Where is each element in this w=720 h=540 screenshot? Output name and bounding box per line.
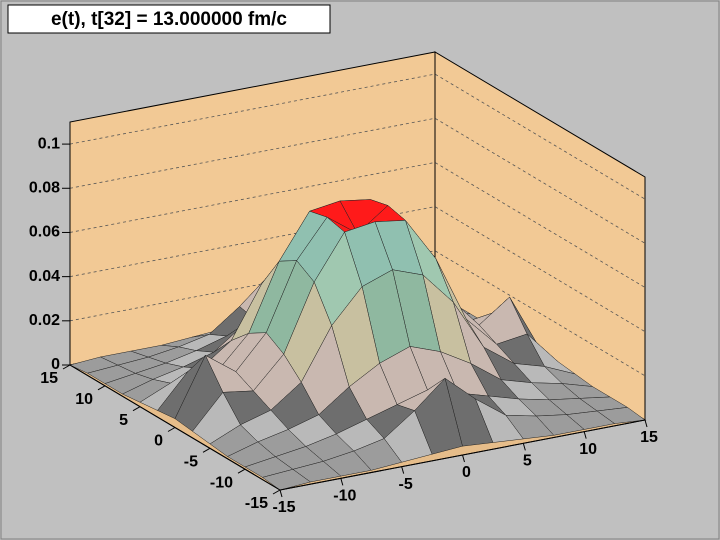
z-tick-label: 0 (51, 356, 60, 373)
y-tick (272, 489, 281, 495)
x-tick (340, 478, 344, 486)
z-tick-label: 0.1 (38, 135, 60, 152)
y-tick-label: -10 (210, 474, 233, 491)
z-tick-label: 0.08 (29, 179, 60, 196)
x-tick-label: 10 (579, 441, 597, 458)
surface-cell (261, 469, 311, 491)
x-tick-label: -5 (399, 476, 413, 493)
grid-line (69, 117, 646, 244)
grid-line (69, 73, 646, 200)
z-tick-label: 0.02 (29, 312, 60, 329)
y-tick-label: -15 (245, 495, 268, 512)
x-tick-label: 5 (523, 453, 532, 470)
x-tick (462, 454, 465, 463)
grid-line (69, 162, 646, 288)
x-tick (583, 431, 587, 439)
y-tick (62, 364, 71, 370)
z-tick-label: 0.04 (29, 268, 60, 285)
y-tick-label: 0 (154, 433, 163, 450)
y-tick-label: 10 (75, 391, 93, 408)
x-tick-label: -15 (272, 499, 295, 516)
chart-title: e(t), t[32] = 13.000000 fm/c (51, 9, 287, 30)
title-box (7, 4, 331, 34)
y-tick (202, 447, 211, 453)
x-tick-label: 15 (640, 429, 658, 446)
x-tick (644, 419, 648, 428)
x-tick-label: 0 (462, 464, 471, 481)
x-tick (401, 466, 405, 474)
x-tick (279, 489, 283, 498)
grid-line (69, 250, 646, 377)
x-tick-label: -10 (333, 488, 356, 505)
y-tick-label: 15 (40, 370, 58, 387)
y-tick (132, 406, 141, 412)
y-tick (237, 468, 246, 474)
y-tick-label: -5 (184, 454, 198, 471)
y-tick (97, 385, 106, 391)
grid-line (69, 206, 646, 332)
z-tick-label: 0.06 (29, 224, 60, 241)
y-tick (167, 427, 176, 432)
y-tick-label: 5 (119, 412, 128, 429)
plot-area: 0 0.02 0.04 0.06 0.08 0.1 -15 -10 -5 0 5 10 15 -15 -10… (29, 51, 658, 516)
x-tick (522, 443, 526, 451)
